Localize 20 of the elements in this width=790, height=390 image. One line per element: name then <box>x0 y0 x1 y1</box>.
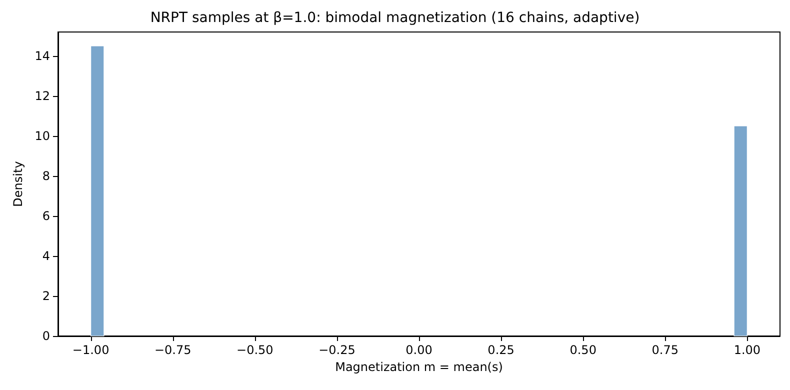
y-axis-title: Density <box>10 161 25 207</box>
y-tick-label: 14 <box>34 49 50 63</box>
y-tick-label: 12 <box>34 89 50 103</box>
x-tick-label: −0.75 <box>154 343 192 357</box>
y-tick-label: 2 <box>42 289 50 303</box>
x-axis-title: Magnetization m = mean(s) <box>335 360 503 374</box>
x-tick-label: 0.00 <box>406 343 432 357</box>
x-tick-label: 1.00 <box>734 343 761 357</box>
y-tick-label: 4 <box>42 249 50 263</box>
y-tick-label: 6 <box>42 209 50 223</box>
x-tick-label: 0.50 <box>570 343 596 357</box>
y-tick-label: 8 <box>42 169 50 183</box>
y-tick-label: 10 <box>34 129 50 143</box>
y-tick-label: 0 <box>42 329 50 343</box>
x-tick-label: 0.25 <box>488 343 514 357</box>
x-tick-label: −0.25 <box>318 343 356 357</box>
x-tick-label: 0.75 <box>652 343 678 357</box>
chart-title: NRPT samples at β=1.0: bimodal magnetization (16 chains, adaptive) <box>150 10 640 26</box>
x-tick-label: −1.00 <box>72 343 110 357</box>
x-tick-label: −0.50 <box>236 343 274 357</box>
